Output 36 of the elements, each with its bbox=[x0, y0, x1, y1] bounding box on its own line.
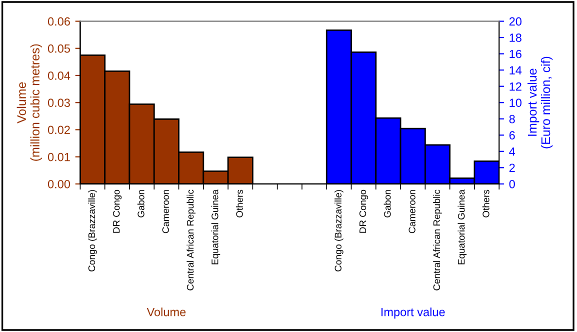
x-tick-label: Equatorial Guinea bbox=[211, 189, 220, 264]
y2-axis-title: Import value (Euro million, cif) bbox=[528, 56, 553, 148]
x-tick-label: Equatorial Guinea bbox=[458, 189, 467, 264]
x-tick-label: Central African Republic bbox=[433, 190, 442, 290]
y-tick-label: 0.03 bbox=[48, 98, 70, 107]
x-tick-label: Congo (Brazzaville) bbox=[88, 190, 97, 272]
x-tick-label: Cameroon bbox=[408, 190, 416, 234]
y-tick-label: 0.05 bbox=[48, 44, 70, 53]
x-tick-label: Congo (Brazzaville) bbox=[334, 190, 344, 272]
x-tick-label: DR Congo bbox=[113, 190, 122, 233]
y2-tick-label: 2 bbox=[509, 164, 515, 172]
y2-tick-label: 12 bbox=[510, 82, 522, 91]
text: Import value bbox=[381, 308, 445, 319]
x-tick-label: Others bbox=[482, 190, 490, 218]
y2-tick-label: 18 bbox=[510, 34, 522, 42]
y-tick-label: 0.02 bbox=[48, 126, 70, 134]
text: Volume bbox=[146, 308, 186, 316]
x-tick-label: DR Congo bbox=[359, 190, 368, 233]
y-tick-label: 0.06 bbox=[48, 17, 70, 26]
y2-tick-label: 4 bbox=[509, 148, 516, 156]
x-tick-label: Central African Republic bbox=[186, 190, 196, 290]
y2-tick-label: 16 bbox=[510, 50, 522, 58]
x-tick-label: Others bbox=[236, 190, 243, 218]
x-tick-label: Cameroon bbox=[162, 190, 169, 234]
y-tick-label: 0.04 bbox=[48, 72, 70, 80]
y2-tick-label: 10 bbox=[510, 98, 522, 107]
y2-tick-label: 20 bbox=[509, 17, 522, 26]
y2-tick-label: 6 bbox=[509, 131, 515, 140]
y2-tick-label: 8 bbox=[509, 114, 515, 124]
x-tick-label: Gabon bbox=[384, 190, 391, 218]
y-tick-label: 0.01 bbox=[48, 152, 70, 162]
y2-tick-label: 0 bbox=[509, 180, 515, 188]
y-tick-label: 0.00 bbox=[48, 180, 70, 188]
x-tick-label: Gabon bbox=[137, 190, 144, 218]
y2-tick-label: 14 bbox=[510, 66, 522, 74]
y-axis-title: Volume (million cubic metres) bbox=[16, 44, 42, 161]
